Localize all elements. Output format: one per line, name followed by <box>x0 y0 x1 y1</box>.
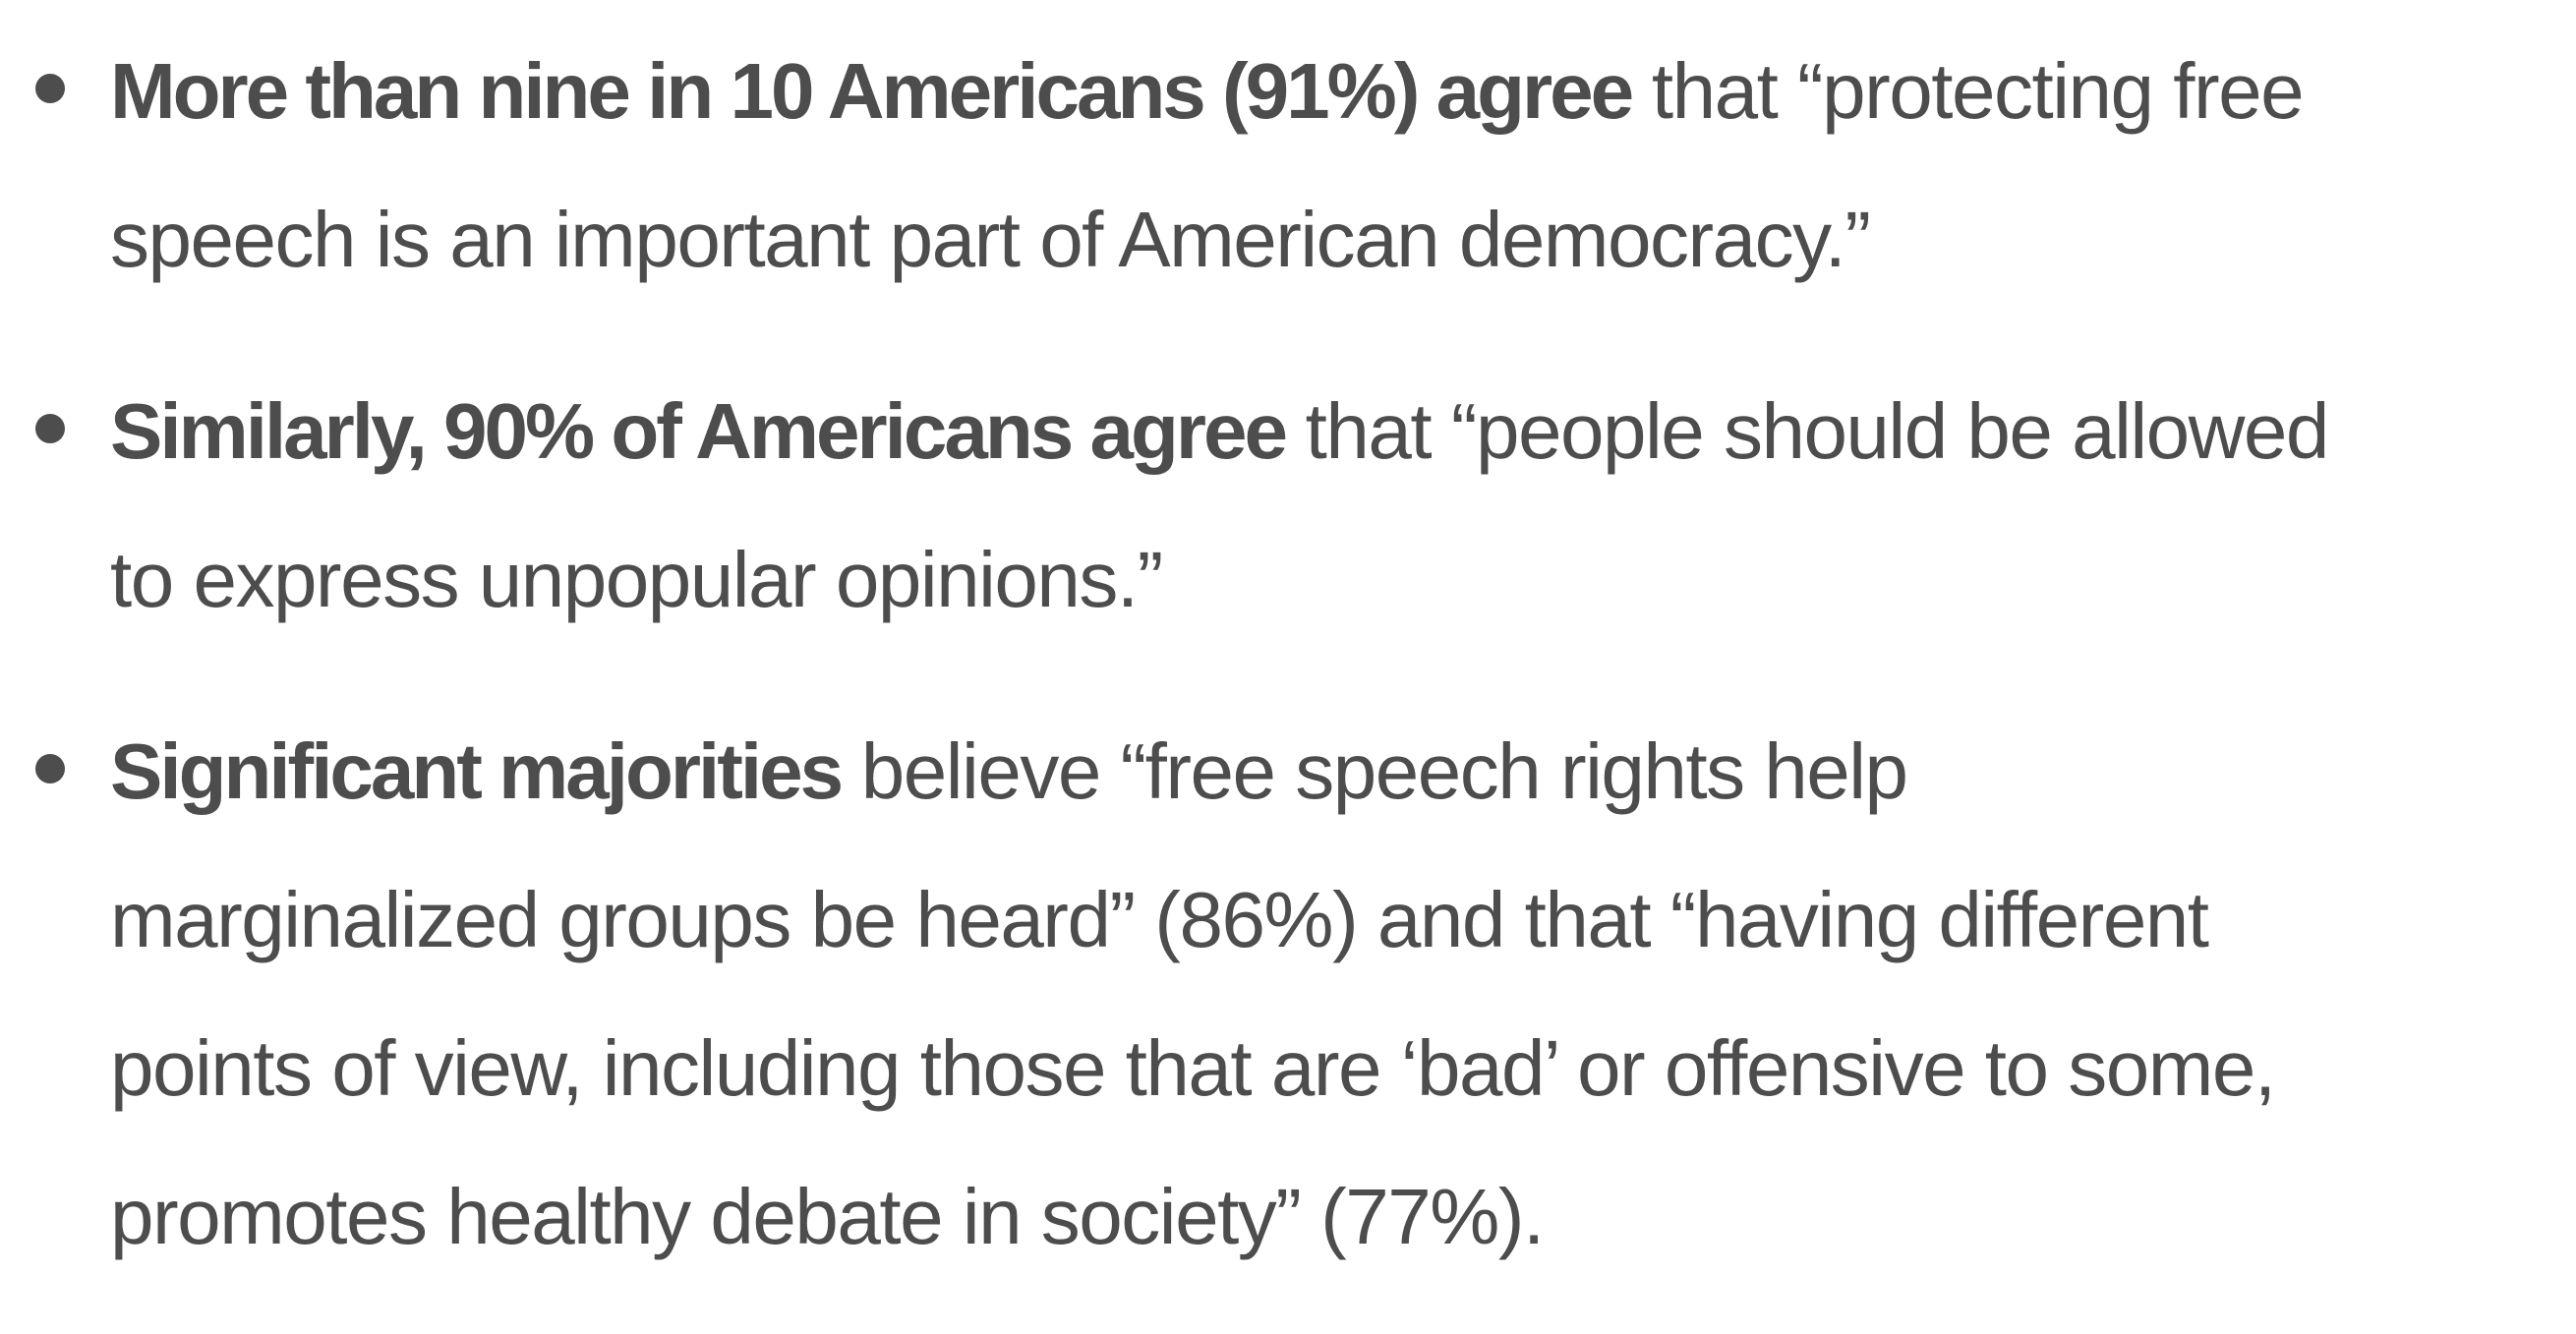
line: speech is an important part of American … <box>110 196 1871 283</box>
bullet-icon <box>35 414 65 443</box>
bold-lead: Significant majorities <box>110 727 844 815</box>
line: marginalized groups be heard” (86%) and … <box>110 876 2209 963</box>
list-item: Similarly, 90% of Americans agree that “… <box>0 357 2330 654</box>
list-item: Significant majorities believe “free spe… <box>0 697 2328 1291</box>
text: that “protecting free <box>1631 47 2305 135</box>
line: Significant majorities believe “free spe… <box>110 697 2328 845</box>
text: believe “free speech rights help <box>841 727 1908 815</box>
list-item: More than nine in 10 Americans (91%) agr… <box>0 17 2328 314</box>
bullet-icon <box>35 74 65 103</box>
bold-lead: Similarly, 90% of Americans agree <box>110 387 1288 475</box>
line: More than nine in 10 Americans (91%) agr… <box>110 17 2328 165</box>
bold-lead: More than nine in 10 Americans (91%) agr… <box>110 47 1634 135</box>
bullet-icon <box>35 754 65 783</box>
line: to express unpopular opinions.” <box>110 536 1163 623</box>
line: Similarly, 90% of Americans agree that “… <box>110 357 2330 505</box>
text: that “people should be allowed <box>1284 387 2330 475</box>
findings-list: More than nine in 10 Americans (91%) agr… <box>0 17 2330 1291</box>
line: promotes healthy debate in society” (77%… <box>110 1173 1545 1260</box>
line: points of view, including those that are… <box>110 1024 2276 1112</box>
